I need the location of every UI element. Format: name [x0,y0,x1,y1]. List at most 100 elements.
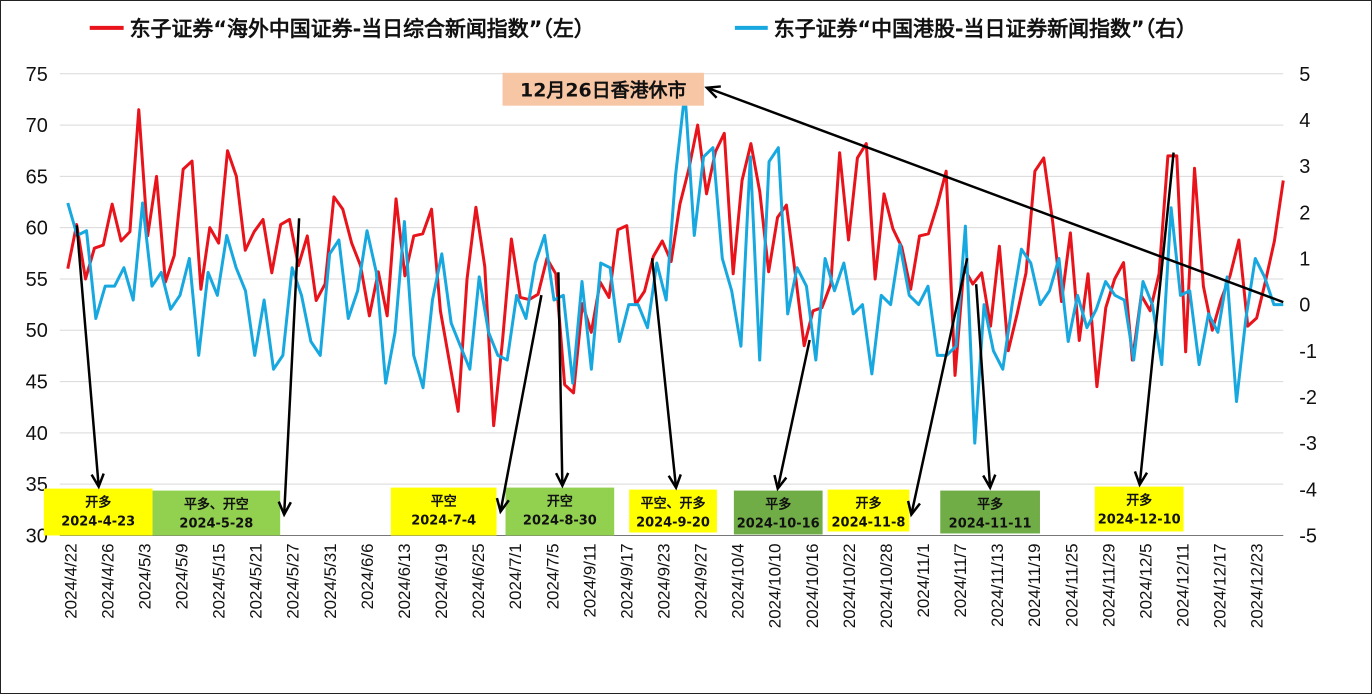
signal-date: 2024-9-20 [636,515,710,530]
signal-action: 开多 [85,495,111,511]
x-tick-label: 2024/5/21 [247,543,266,618]
signal-action: 平多 [765,497,791,513]
arrow-line [1138,152,1175,485]
y-right-tick-label: -2 [1299,387,1317,409]
x-tick-label: 2024/9/11 [580,543,599,617]
arrow-head [1133,471,1149,488]
signal-date: 2024-12-10 [1098,512,1181,527]
arrow-line [776,339,811,489]
callout-text: 12月26日香港休市 [520,79,686,102]
signal-action: 平空、开多 [641,496,706,512]
signal-action: 开多 [1126,493,1152,509]
arrow-line [910,257,969,515]
y-axis-right: -5 -4 -3 -2 -1 0 1 2 3 4 5 [1299,64,1317,548]
callout: 12月26日香港休市 [502,72,704,106]
signal-action: 开多 [856,496,882,512]
signal-arrows [75,85,1284,518]
x-tick-label: 2024/10/16 [803,543,822,628]
signal-box [505,487,615,536]
x-tick-label: 2024/4/26 [98,543,117,618]
x-tick-label: 2024/9/27 [692,543,711,618]
y-left-tick-label: 70 [26,115,48,137]
y-right-tick-label: -1 [1299,341,1317,363]
signal-date: 2024-10-16 [737,516,820,531]
y-left-tick-label: 35 [26,474,48,496]
signal-box [940,490,1040,534]
arrow-line [650,258,678,488]
x-tick-label: 2024/5/9 [173,543,192,609]
y-left-tick-label: 75 [26,64,48,86]
x-tick-label: 2024/12/23 [1248,543,1267,628]
x-tick-label: 2024/12/17 [1211,543,1230,628]
x-tick-label: 2024/7/1 [506,543,525,609]
y-axis-left: 30 35 40 45 50 55 60 65 70 75 [26,64,48,548]
series-lines [66,90,1285,445]
x-tick-label: 2024/12/5 [1136,543,1155,618]
signal-boxes: 开多 2024-4-23 平多、开空 2024-5-28 平空 2024-7-4 开空 202… [43,486,1184,536]
signal-box [827,489,910,532]
signal-box [629,489,717,533]
legend-label-left: 东子证券“海外中国证券-当日综合新闻指数”（左） [130,17,595,41]
x-tick-label: 2024/11/25 [1062,543,1081,627]
signal-date: 2024-11-8 [832,515,906,530]
y-right-tick-label: 1 [1299,248,1310,270]
signal-date: 2024-11-11 [949,516,1032,531]
signal-box [390,487,497,536]
arrow-line [75,225,100,487]
x-tick-label: 2024/4/22 [61,543,80,618]
signal-action: 开空 [547,494,573,510]
x-tick-label: 2024/11/7 [951,543,970,617]
series-line-right [66,90,1284,445]
arrow-head [90,473,105,490]
signal-date: 2024-4-23 [61,514,135,529]
arrow-head [906,500,921,518]
x-tick-label: 2024/9/17 [617,543,636,618]
arrow-head [982,474,997,491]
arrow-line [282,218,301,515]
signal-action: 平多 [977,497,1003,513]
y-left-tick-label: 60 [26,218,48,240]
series-line-left [66,108,1285,428]
y-right-tick-label: 3 [1299,156,1310,178]
legend-label-right: 东子证券“中国港股-当日证券新闻指数”（右） [774,17,1197,41]
x-tick-label: 2024/11/29 [1099,543,1118,627]
arrow-line [499,294,543,512]
x-tick-label: 2024/12/11 [1174,543,1193,627]
x-tick-label: 2024/7/5 [543,543,562,609]
y-right-tick-label: 5 [1299,64,1310,86]
x-tick-label: 2024/5/27 [284,543,303,618]
signal-date: 2024-7-4 [411,513,476,528]
x-tick-label: 2024/10/4 [729,543,748,618]
signal-action: 平多、开空 [184,497,249,513]
arrow-head [773,474,788,492]
y-left-tick-label: 55 [26,269,48,291]
arrow-head [277,501,292,518]
x-tick-label: 2024/6/13 [395,543,414,618]
y-left-tick-label: 30 [26,525,48,547]
y-right-tick-label: 2 [1299,202,1310,224]
x-tick-label: 2024/11/1 [914,543,933,617]
y-right-tick-label: -3 [1299,433,1317,455]
arrow-head [495,497,510,515]
arrow-head [667,474,682,491]
x-tick-label: 2024/5/3 [135,543,154,609]
x-tick-label: 2024/6/25 [469,543,488,618]
y-left-tick-label: 45 [26,372,48,394]
signal-box [43,488,153,536]
y-left-tick-label: 40 [26,423,48,445]
arrow-line [557,272,564,486]
x-tick-label: 2024/10/22 [840,543,859,628]
x-tick-label: 2024/9/23 [654,543,673,618]
x-tick-label: 2024/11/19 [1025,543,1044,627]
x-tick-label: 2024/5/15 [210,543,229,618]
arrow-head [554,472,570,489]
y-right-tick-label: 0 [1299,295,1310,317]
x-tick-label: 2024/5/31 [321,543,340,618]
x-tick-label: 2024/11/13 [988,543,1007,627]
y-right-tick-label: -5 [1299,525,1317,547]
y-right-tick-label: -4 [1299,479,1317,501]
signal-box [733,490,823,535]
callout-box [502,72,704,106]
x-tick-label: 2024/10/10 [766,543,785,628]
